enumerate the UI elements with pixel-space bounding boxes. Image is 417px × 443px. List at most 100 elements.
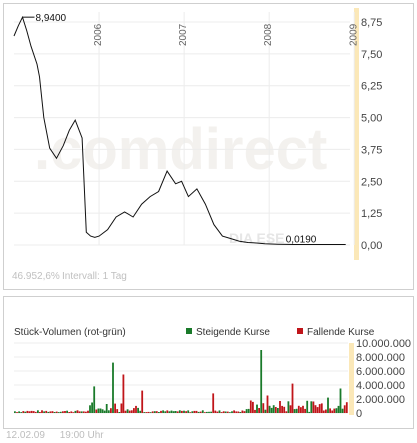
volume-bar — [168, 411, 171, 413]
volume-bar — [130, 410, 133, 413]
volume-bar — [224, 411, 227, 413]
volume-bar — [141, 390, 144, 413]
price-chart: .comdirect 2006 2007 2008 2009 8,757,506,25… — [12, 8, 382, 282]
volume-bar — [74, 410, 77, 413]
volume-bar — [272, 405, 275, 413]
volume-bar — [149, 412, 152, 413]
volume-bar — [137, 407, 139, 413]
y-tick-label: 6,25 — [361, 81, 382, 93]
volume-bar — [64, 411, 66, 413]
volume-title: Stück-Volumen (rot-grün) — [14, 327, 126, 338]
volume-bar — [89, 405, 91, 413]
volume-bar — [264, 409, 267, 413]
volume-bar — [116, 409, 119, 413]
volume-bar — [122, 374, 125, 413]
volume-bar — [51, 411, 54, 413]
volume-axis-band — [349, 343, 354, 415]
volume-bar — [70, 411, 73, 413]
volume-bar — [55, 411, 58, 413]
volume-bar — [304, 408, 306, 413]
footer-date: 12.02.09 — [6, 430, 45, 441]
volume-bar — [258, 408, 260, 413]
volume-y-tick-label: 4.000.000 — [356, 380, 405, 392]
volume-bar — [170, 410, 173, 413]
volume-y-tick-label: 2.000.000 — [356, 394, 405, 406]
volume-bar — [335, 408, 338, 413]
volume-bar — [343, 405, 346, 413]
volume-bar — [57, 412, 60, 413]
volume-bar — [233, 410, 235, 413]
x-tick-label: 2006 — [93, 23, 104, 46]
volume-bar — [187, 410, 190, 413]
volume-bar — [30, 410, 33, 413]
volume-bar — [266, 395, 269, 413]
volume-bar — [189, 412, 192, 413]
volume-bar — [226, 411, 229, 413]
volume-bar — [166, 410, 169, 413]
volume-bar — [151, 411, 154, 413]
volume-y-tick-label: 10.000.000 — [356, 338, 411, 350]
volume-bar — [178, 410, 181, 413]
y-tick-label: 8,75 — [361, 17, 382, 29]
volume-bar — [91, 402, 93, 413]
y-tick-label: 3,75 — [361, 144, 382, 156]
volume-bar — [105, 404, 108, 413]
volume-bar — [181, 410, 183, 413]
volume-bar — [87, 410, 89, 413]
volume-bar — [97, 408, 100, 413]
y-tick-label: 7,50 — [361, 49, 382, 61]
volume-bar — [14, 411, 16, 413]
volume-bar — [126, 409, 129, 413]
volume-bar — [337, 405, 340, 413]
volume-bar — [314, 405, 317, 413]
volume-bar — [241, 410, 244, 413]
volume-bar — [281, 405, 283, 413]
volume-bar — [297, 405, 300, 413]
volume-bar — [128, 410, 131, 413]
volume-bar — [114, 403, 116, 413]
volume-bar — [310, 401, 313, 413]
volume-bar — [41, 410, 43, 413]
volume-bar — [214, 410, 217, 413]
volume-bar — [80, 411, 83, 413]
volume-bar — [59, 411, 62, 413]
last-annotation: 0,0190 — [286, 235, 317, 246]
volume-bar — [145, 412, 148, 413]
volume-bar — [133, 408, 135, 413]
volume-y-tick-label: 8.000.000 — [356, 352, 405, 364]
volume-bar — [66, 410, 68, 413]
x-tick-label: 2007 — [178, 23, 189, 46]
volume-bar — [322, 410, 325, 413]
volume-bar — [216, 411, 219, 413]
volume-bar — [43, 411, 45, 413]
volume-bar — [333, 408, 336, 413]
volume-bar — [199, 411, 202, 413]
volume-chart-panel: Stück-Volumen (rot-grün) Steigende Kurse… — [3, 296, 414, 429]
volume-bar — [331, 410, 334, 413]
volume-bar — [308, 411, 311, 413]
price-chart-panel: .comdirect 2006 2007 2008 2009 8,75 7,50 6,25… — [3, 3, 414, 290]
volume-bar — [341, 408, 344, 413]
volume-bar — [329, 408, 331, 413]
volume-bar — [193, 410, 196, 413]
volume-bar — [174, 411, 177, 413]
footer-time: 19:00 Uhr — [59, 430, 104, 441]
volume-bar — [327, 397, 329, 413]
legend-rising-swatch — [186, 328, 192, 334]
volume-bar — [53, 412, 56, 413]
price-series-line — [13, 15, 346, 245]
volume-bar — [247, 408, 250, 413]
volume-bar — [139, 410, 142, 413]
legend-rising-label: Steigende Kurse — [196, 327, 270, 338]
volume-bar — [197, 411, 200, 413]
volume-bar — [243, 411, 246, 413]
volume-bar — [210, 411, 212, 413]
volume-bar — [20, 412, 23, 413]
volume-bar — [279, 401, 281, 413]
volume-bar — [318, 404, 321, 413]
volume-bar — [195, 410, 198, 413]
volume-bar — [78, 411, 81, 413]
volume-bar — [208, 411, 210, 413]
volume-bar — [72, 412, 75, 413]
volume-bar — [160, 410, 162, 413]
